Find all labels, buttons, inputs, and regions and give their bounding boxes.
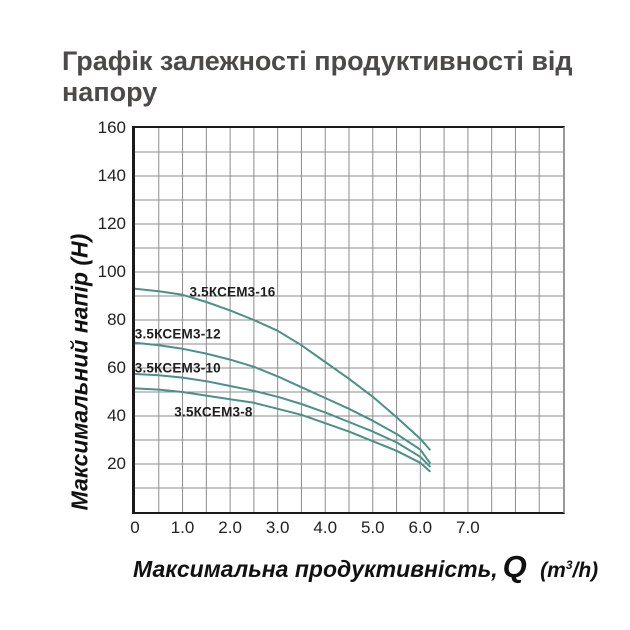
y-tick-label-60: 60 [107, 358, 126, 377]
x-axis-unit-exponent: 3 [565, 558, 573, 572]
page-title-line2: напору [62, 77, 158, 107]
x-axis-title: Максимальна продуктивність, Q (m3/h) [133, 549, 598, 585]
y-tick-label-120: 120 [97, 214, 126, 233]
chart-canvas [134, 128, 563, 512]
grid-lines [135, 128, 563, 512]
x-axis-q-symbol: Q [502, 549, 527, 584]
curve-label-kcem3-10: 3.5КСЕМ3-10 [134, 360, 221, 376]
y-tick-label-80: 80 [107, 310, 126, 329]
curve-kcem3-16 [134, 287, 431, 451]
x-axis-unit: (m3/h) [540, 558, 599, 582]
y-tick-label-160: 160 [97, 118, 126, 137]
chart-plot-area: 3.5КСЕМ3-16 3.5КСЕМ3-12 3.5КСЕМ3-10 3.5КСЕМ… [132, 126, 565, 514]
curve-kcem3-10 [134, 373, 431, 468]
y-tick-label-40: 40 [107, 406, 126, 425]
y-tick-label-140: 140 [97, 166, 126, 185]
y-tick-label-100: 100 [97, 262, 126, 281]
curve-kcem3-12 [134, 341, 431, 464]
x-tick-label-1.0: 1.0 [170, 518, 195, 537]
x-tick-label-3.0: 3.0 [265, 518, 290, 537]
x-axis-title-text: Максимальна продуктивність, [133, 556, 498, 582]
curve-label-kcem3-16: 3.5КСЕМ3-16 [189, 284, 276, 300]
x-tick-label-6.0: 6.0 [408, 518, 433, 537]
x-tick-label-4.0: 4.0 [313, 518, 338, 537]
page-title-line1: Графік залежності продуктивності від [62, 46, 573, 76]
curve-label-kcem3-8: 3.5КСЕМ3-8 [174, 404, 253, 420]
page-title: Графік залежності продуктивності від нап… [62, 46, 602, 108]
curve-kcem3-8 [134, 387, 431, 473]
x-tick-label-0: 0 [130, 518, 140, 537]
curve-label-kcem3-12: 3.5КСЕМ3-12 [134, 326, 221, 342]
x-tick-label-2.0: 2.0 [218, 518, 242, 537]
x-tick-label-7.0: 7.0 [456, 518, 480, 537]
y-tick-label-20: 20 [107, 454, 126, 473]
x-tick-label-5.0: 5.0 [360, 518, 385, 537]
